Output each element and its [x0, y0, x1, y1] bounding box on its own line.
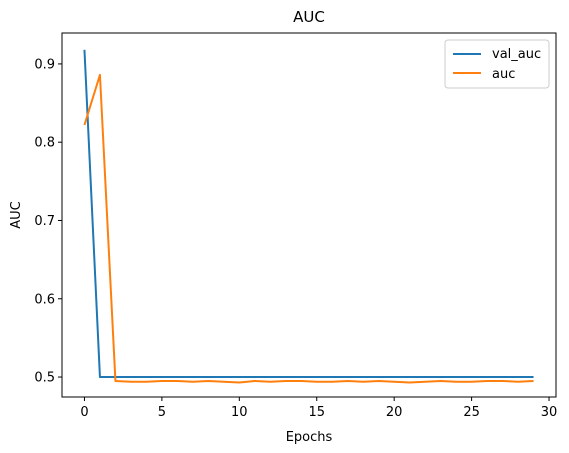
y-tick-label: 0.7 — [34, 214, 55, 229]
legend-entry-val-auc: val_auc — [492, 47, 541, 62]
y-tick-label: 0.9 — [34, 57, 55, 72]
x-tick-label: 10 — [231, 405, 248, 420]
x-tick-label: 25 — [463, 405, 480, 420]
series-lines — [83, 49, 534, 384]
tick-group: 0 5 10 15 20 25 30 0.5 0.6 0.7 0.8 0.9 — [34, 57, 557, 420]
x-tick-label: 30 — [541, 405, 558, 420]
series-line-auc — [83, 73, 534, 384]
legend: val_auc auc — [444, 39, 550, 89]
x-tick-label: 20 — [386, 405, 403, 420]
chart-title: AUC — [293, 8, 325, 26]
y-axis-label: AUC — [9, 201, 24, 229]
legend-box — [444, 39, 550, 89]
plot-frame — [61, 32, 557, 398]
y-tick-label: 0.6 — [34, 292, 55, 307]
x-axis-label: Epochs — [286, 430, 333, 445]
x-tick-label: 0 — [80, 405, 88, 420]
series-line-val-auc — [83, 49, 534, 379]
y-tick-label: 0.5 — [34, 371, 55, 386]
x-tick-label: 5 — [158, 405, 166, 420]
x-tick-label: 15 — [308, 405, 325, 420]
y-tick-label: 0.8 — [34, 136, 55, 151]
legend-entry-auc: auc — [492, 67, 515, 82]
